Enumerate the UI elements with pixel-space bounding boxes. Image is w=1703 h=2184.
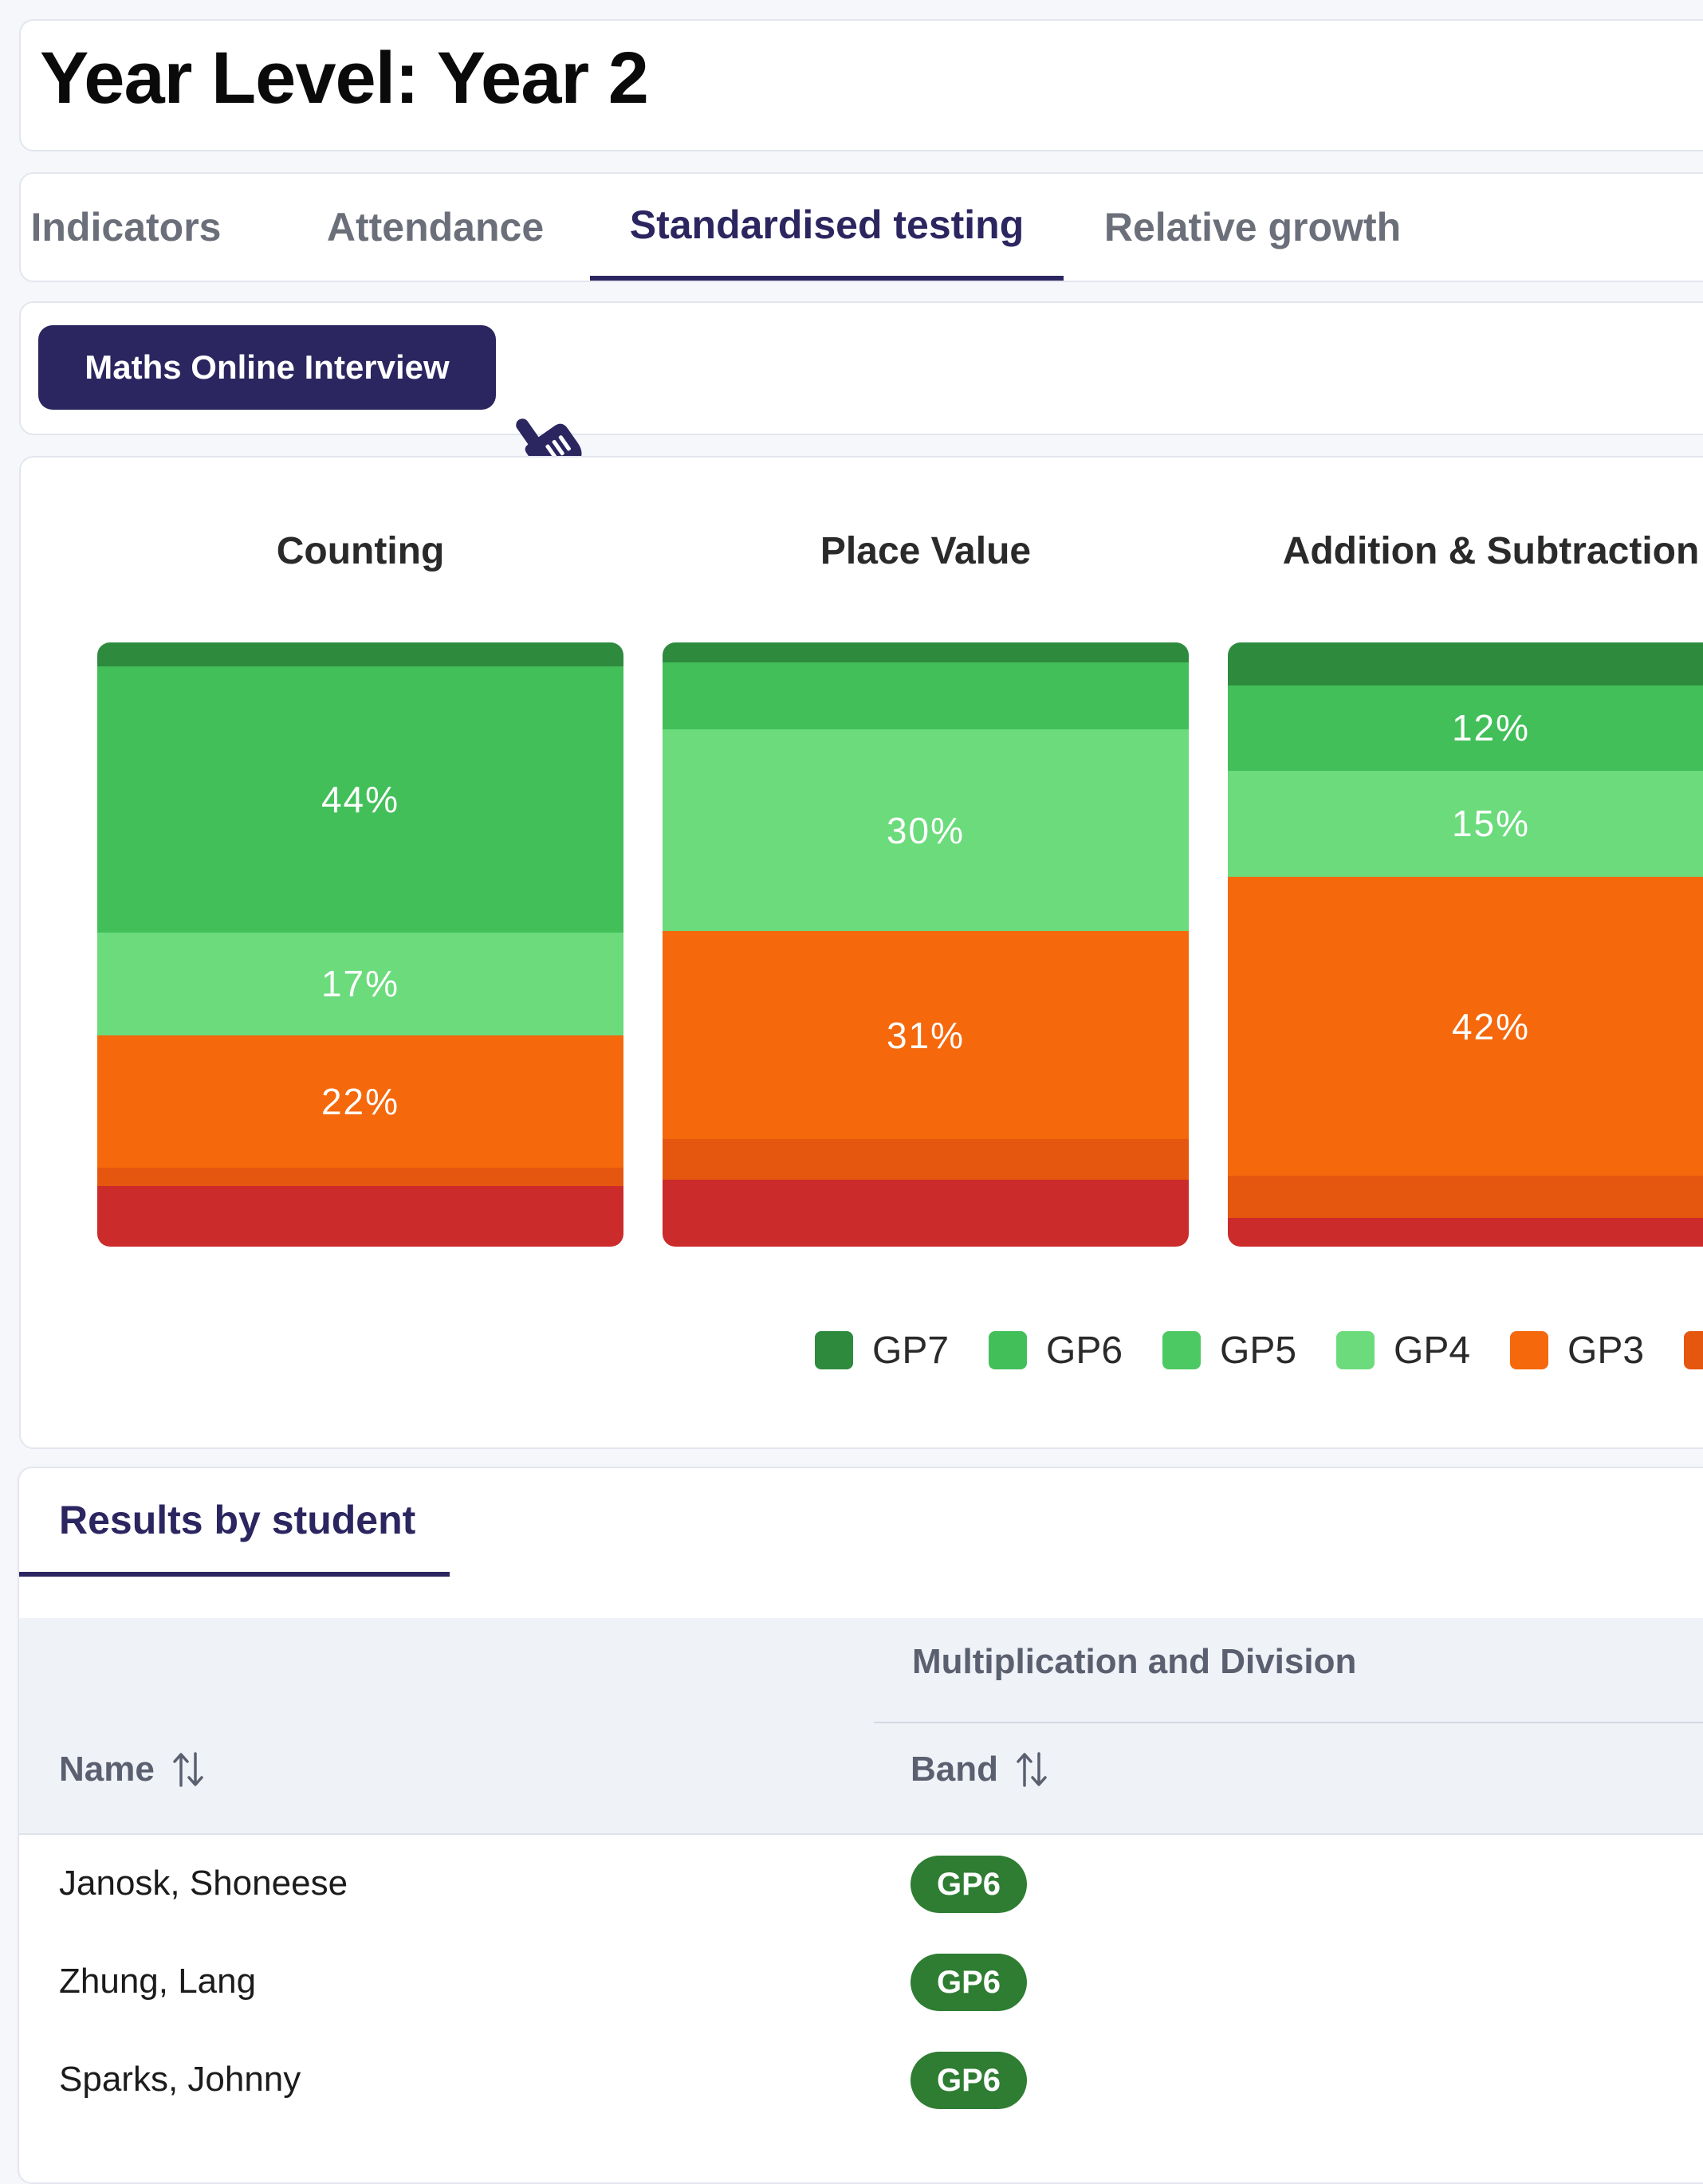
data-label: 31% [886,1014,966,1056]
legend-swatch-gp3 [1510,1331,1548,1369]
name-column-label: Name [59,1750,155,1789]
bar-segment-gp6 [663,662,1189,730]
page-title: Year Level: Year 2 [40,37,649,119]
bar-segment-gp1 [1228,1218,1703,1247]
band-badge: GP6 [910,1856,1027,1913]
bar-segment-gp3: 42% [1228,877,1703,1176]
chart-card: Counting Place Value Addition & Subtract… [19,456,1703,1449]
table-row: Sparks, Johnny GP6 [19,2031,1703,2128]
bar-segment-gp2 [663,1139,1189,1180]
legend-item-gp7: GP7 [815,1326,949,1374]
legend-swatch-gp6 [989,1331,1027,1369]
legend-label-gp3: GP3 [1567,1329,1645,1372]
subject-card: Maths Online Interview [19,301,1703,435]
legend-swatch-gp4 [1336,1331,1375,1369]
legend-item-gp2 [1684,1326,1703,1374]
sort-icon[interactable] [1014,1750,1049,1789]
data-label: 12% [1451,707,1531,748]
bar-segment-gp1 [97,1186,623,1247]
tab-results-by-student[interactable]: Results by student [19,1468,450,1577]
bar-segment-gp7 [1228,642,1703,685]
band-column-label: Band [910,1750,998,1789]
bar-segment-gp4: 30% [663,729,1189,932]
tab-relative-growth[interactable]: Relative growth [1103,205,1402,249]
legend-item-gp3: GP3 [1510,1326,1644,1374]
tab-bar: Indicators Attendance Standardised testi… [19,172,1703,282]
band-column-header[interactable]: Band [910,1750,1049,1789]
student-name: Sparks, Johnny [59,2060,301,2099]
legend-swatch-gp5 [1162,1331,1201,1369]
title-card: Year Level: Year 2 [19,19,1703,151]
bar-segment-gp6: 44% [97,666,623,933]
bar-segment-gp3: 31% [663,931,1189,1140]
bar-segment-gp7 [97,642,623,667]
bar-place-value: 30% 31% [663,642,1189,1247]
table-row: Janosk, Shoneese GP6 [19,1835,1703,1932]
band-badge: GP6 [910,1954,1027,2011]
band-badge: GP6 [910,2052,1027,2109]
data-label: 15% [1451,803,1531,845]
column-group-header: Multiplication and Division [912,1642,1357,1681]
data-label: 30% [886,809,966,851]
bar-segment-gp3: 22% [97,1035,623,1169]
bar-segment-gp7 [663,642,1189,663]
legend-swatch-gp2 [1684,1331,1703,1369]
legend-label-gp5: GP5 [1220,1329,1297,1372]
legend-label-gp4: GP4 [1394,1329,1471,1372]
bar-addition-subtraction: 12% 15% 42% [1228,642,1703,1247]
table-row: Zhung, Lang GP6 [19,1933,1703,2030]
sort-icon[interactable] [171,1750,206,1789]
legend-swatch-gp7 [815,1331,853,1369]
table-header: Multiplication and Division Name Band [19,1618,1703,1835]
bar-segment-gp4: 17% [97,932,623,1035]
data-label: 17% [321,963,400,1005]
bar-segment-gp2 [1228,1175,1703,1219]
bar-counting: 44% 17% 22% [97,642,623,1247]
results-card: Results by student Multiplication and Di… [18,1467,1703,2184]
chart-title-place-value: Place Value [820,530,1032,572]
maths-online-interview-button[interactable]: Maths Online Interview [38,325,496,410]
bar-segment-gp6: 12% [1228,685,1703,771]
legend-item-gp6: GP6 [989,1326,1123,1374]
student-name: Zhung, Lang [59,1962,257,2001]
name-column-header[interactable]: Name [59,1750,206,1789]
legend-item-gp5: GP5 [1162,1326,1296,1374]
tab-standardised-testing[interactable]: Standardised testing [590,174,1064,281]
chart-title-counting: Counting [276,530,445,572]
tab-indicators[interactable]: Indicators [30,205,222,249]
student-name: Janosk, Shoneese [59,1864,348,1903]
bar-segment-gp4: 15% [1228,770,1703,878]
bar-segment-gp1 [663,1179,1189,1247]
data-label: 42% [1451,1005,1531,1047]
chart-title-addition-subtraction: Addition & Subtraction [1282,530,1700,572]
column-group-divider [874,1722,1703,1723]
data-label: 22% [321,1081,400,1123]
legend-item-gp4: GP4 [1336,1326,1470,1374]
legend-label-gp7: GP7 [872,1329,950,1372]
bar-segment-gp2 [97,1168,623,1187]
tab-attendance[interactable]: Attendance [326,205,545,249]
legend-label-gp6: GP6 [1046,1329,1123,1372]
data-label: 44% [321,779,400,821]
